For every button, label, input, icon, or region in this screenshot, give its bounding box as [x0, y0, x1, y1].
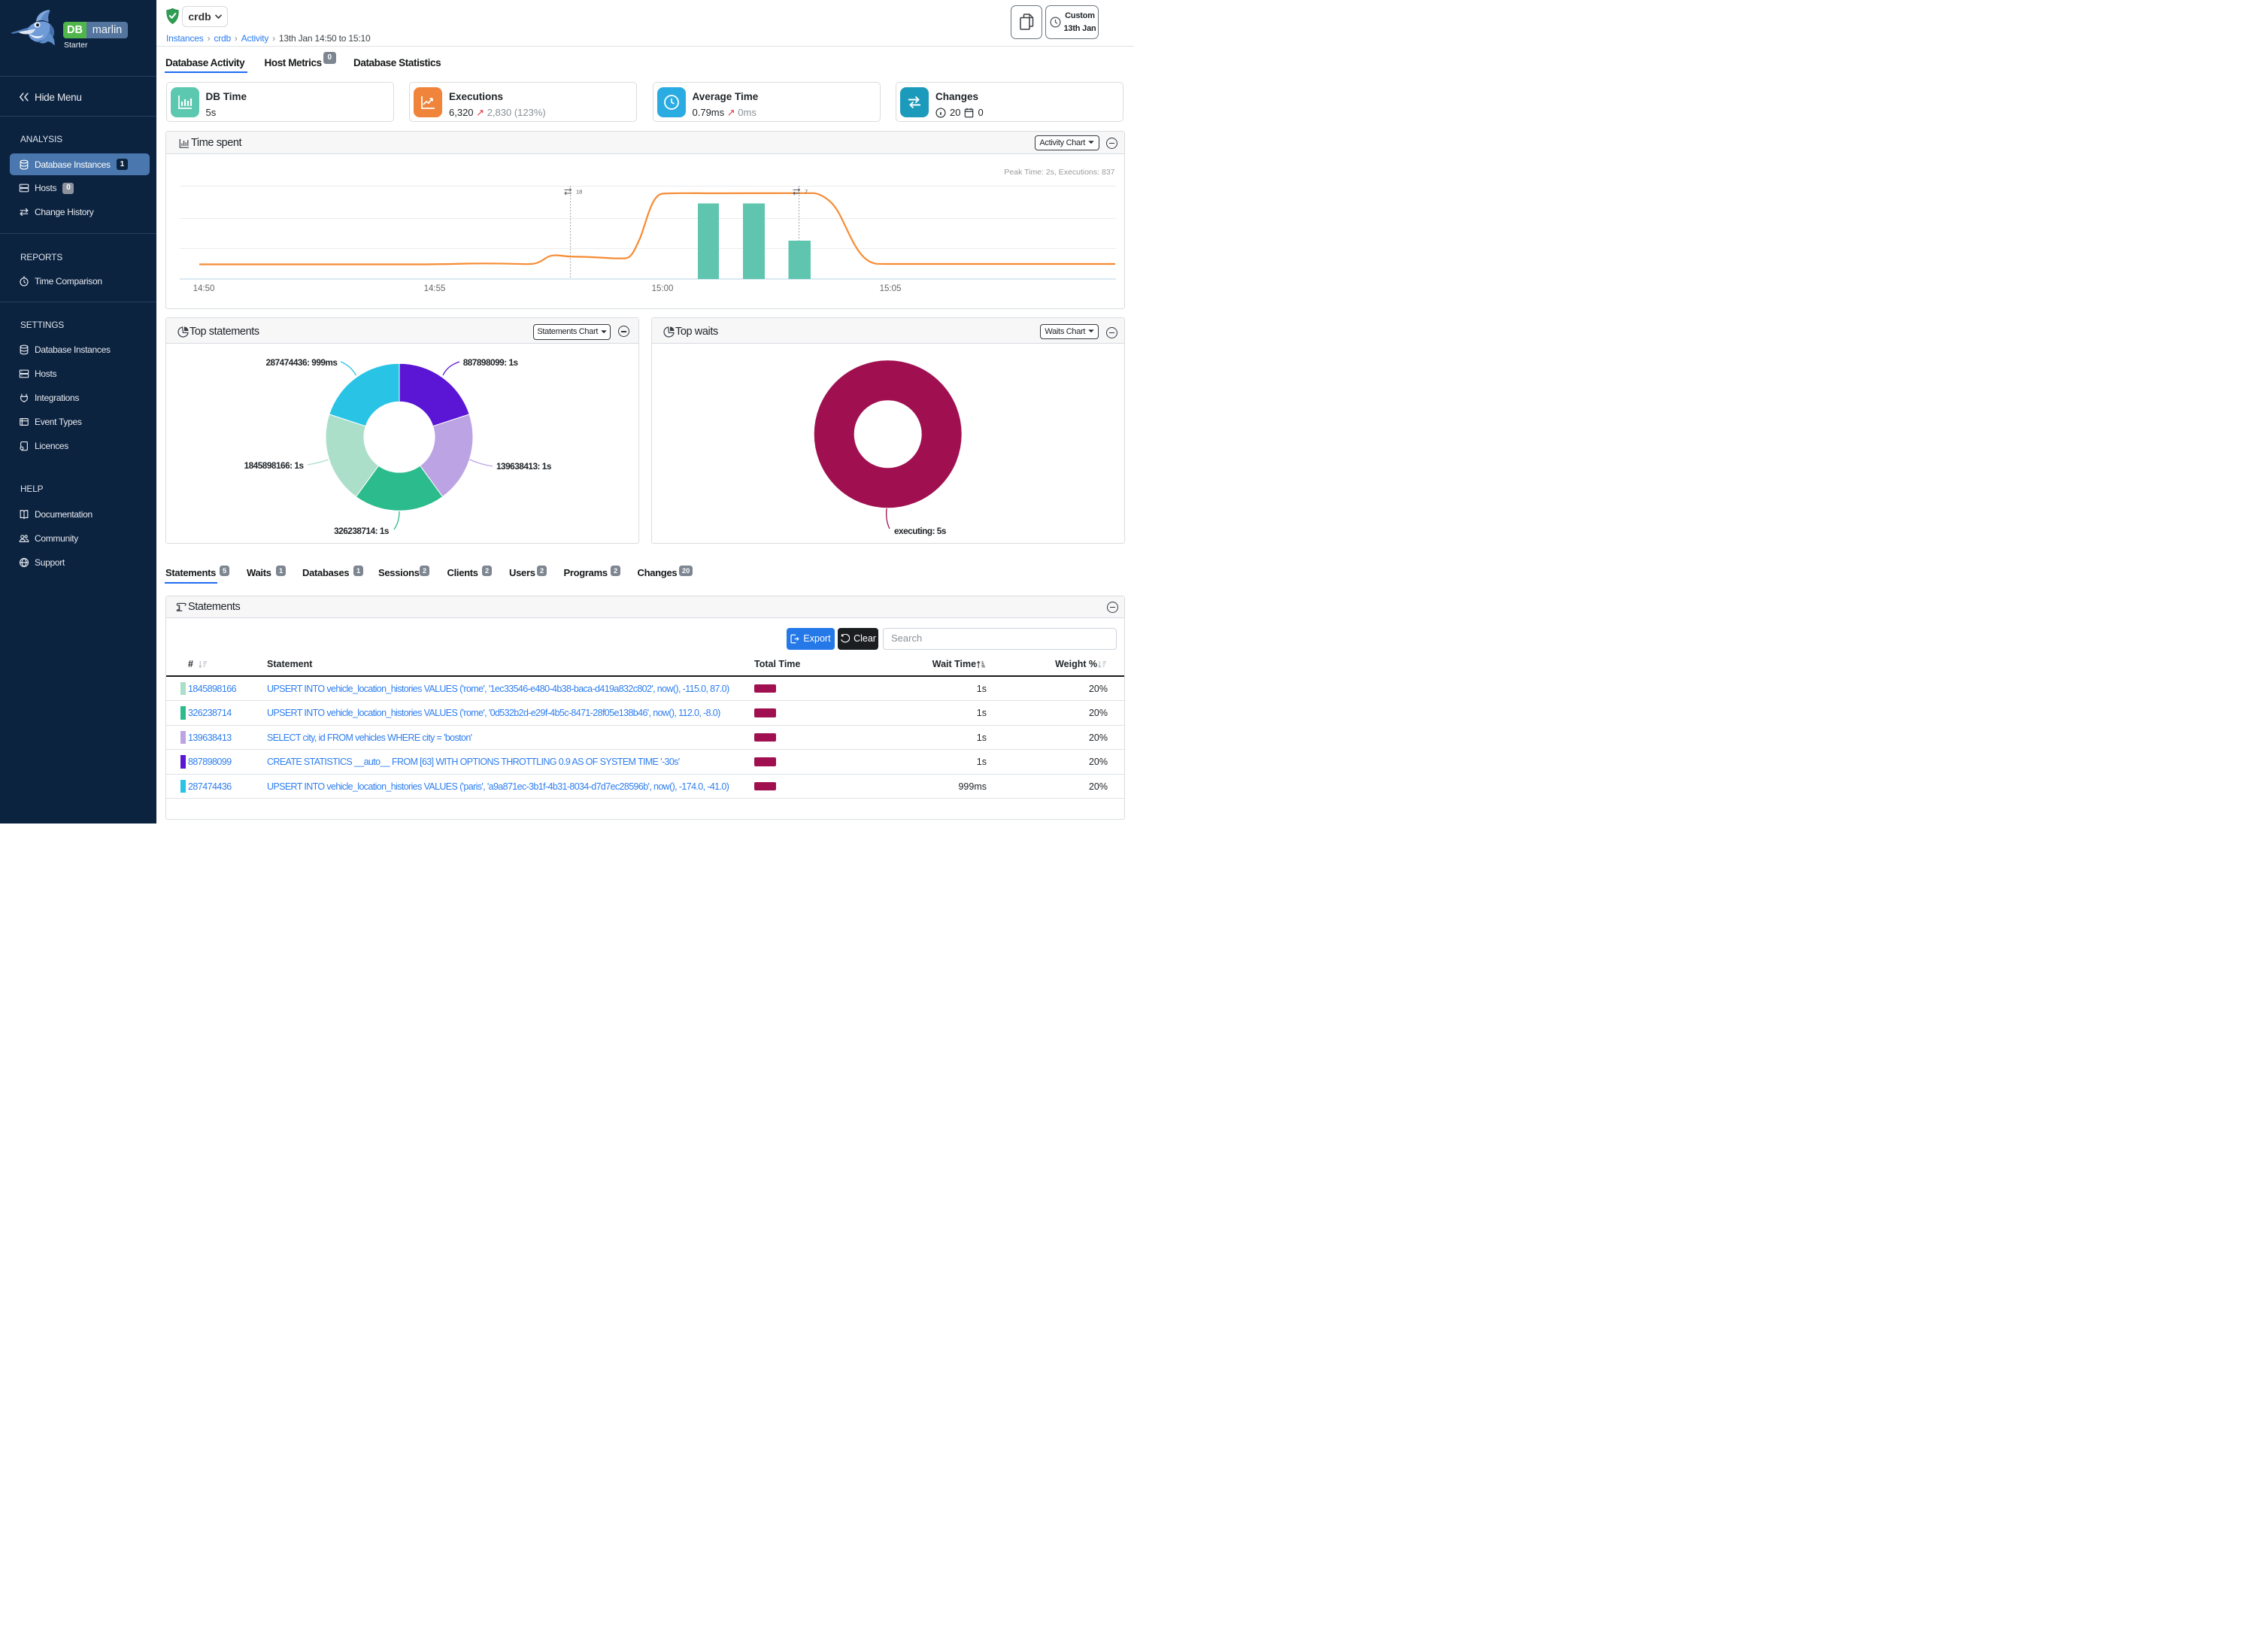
svg-text:887898099: 1s: 887898099: 1s	[463, 357, 519, 368]
svg-text:18: 18	[576, 188, 582, 195]
svg-text:15:00: 15:00	[652, 284, 674, 293]
svg-text:14:50: 14:50	[193, 284, 215, 293]
svg-text:14:55: 14:55	[424, 284, 446, 293]
svg-text:7: 7	[805, 188, 808, 195]
svg-text:287474436: 999ms: 287474436: 999ms	[266, 357, 338, 368]
svg-text:1845898166: 1s: 1845898166: 1s	[244, 460, 305, 471]
svg-text:15:05: 15:05	[880, 284, 902, 293]
svg-text:139638413: 1s: 139638413: 1s	[496, 461, 552, 472]
svg-text:executing: 5s: executing: 5s	[894, 526, 947, 536]
svg-text:326238714: 1s: 326238714: 1s	[334, 526, 390, 536]
